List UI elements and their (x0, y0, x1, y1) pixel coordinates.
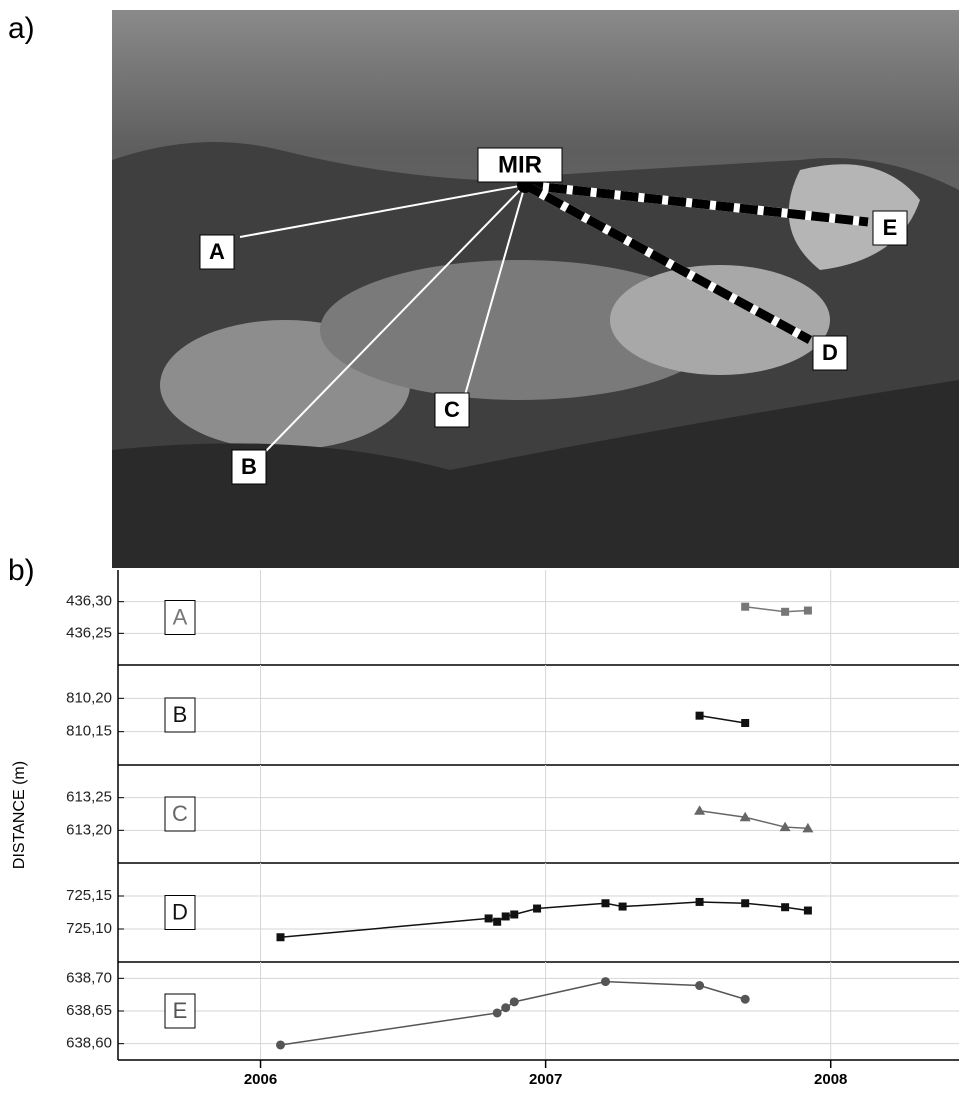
marker (804, 607, 812, 615)
series-line (745, 607, 808, 612)
panel-label: D (172, 899, 188, 924)
target-label: C (444, 397, 460, 422)
marker (601, 977, 610, 986)
marker (601, 899, 609, 907)
station-label: MIR (498, 151, 542, 178)
marker (276, 1040, 285, 1049)
marker (741, 995, 750, 1004)
marker (804, 907, 812, 915)
panel-label: A (173, 604, 188, 629)
marker (493, 918, 501, 926)
y-tick-label: 810,20 (66, 689, 112, 706)
x-tick-label: 2006 (244, 1071, 277, 1088)
y-tick-label: 810,15 (66, 723, 112, 740)
marker (694, 805, 705, 815)
y-tick-label: 638,65 (66, 1002, 112, 1019)
target-label: D (822, 340, 838, 365)
series-line (280, 982, 745, 1045)
marker (533, 905, 541, 913)
panel: 810,15 810,20 B (66, 665, 959, 765)
y-tick-label: 638,60 (66, 1035, 112, 1052)
marker (502, 912, 510, 920)
series-line (700, 716, 746, 723)
y-tick-label: 725,10 (66, 920, 112, 937)
panel: 613,20 613,25 C (66, 765, 959, 863)
active-crater (610, 265, 830, 375)
marker (696, 898, 704, 906)
target-label: B (241, 454, 257, 479)
panel-label: b) (8, 554, 35, 587)
y-tick-label: 613,25 (66, 789, 112, 806)
target-label: E (883, 215, 898, 240)
panel: 725,10 725,15 D (66, 863, 959, 962)
marker (741, 719, 749, 727)
series-line (280, 902, 807, 937)
panel-label: E (173, 998, 188, 1023)
photo: MIR A B C D E (112, 10, 959, 568)
marker (741, 899, 749, 907)
panel-label: a) (8, 12, 35, 45)
marker (276, 933, 284, 941)
marker (493, 1008, 502, 1017)
marker (619, 903, 627, 911)
x-tick-label: 2007 (529, 1071, 562, 1088)
marker (501, 1003, 510, 1012)
x-tick-label: 2008 (814, 1071, 847, 1088)
marker (695, 981, 704, 990)
marker (510, 997, 519, 1006)
y-tick-label: 613,20 (66, 821, 112, 838)
series-line (700, 811, 808, 829)
page: { "photo": { "label": "a)", "station": "… (0, 0, 959, 1090)
marker (741, 603, 749, 611)
panel: 638,60 638,65 638,70 E 2006 2007 2008 (66, 962, 959, 1088)
marker (485, 914, 493, 922)
marker (510, 910, 518, 918)
panel: 436,25 436,30 A (66, 570, 959, 665)
panel-label: C (172, 801, 188, 826)
target-label: A (209, 239, 225, 264)
y-axis-label: DISTANCE (m) (11, 761, 28, 869)
marker (781, 608, 789, 616)
figure: MIR A B C D E a) b) DISTANCE (m) 436,25 436,3… (0, 0, 959, 1090)
marker (696, 712, 704, 720)
y-tick-label: 638,70 (66, 969, 112, 986)
panel-label: B (173, 702, 188, 727)
y-tick-label: 436,25 (66, 624, 112, 641)
y-tick-label: 436,30 (66, 593, 112, 610)
y-tick-label: 725,15 (66, 887, 112, 904)
marker (781, 903, 789, 911)
